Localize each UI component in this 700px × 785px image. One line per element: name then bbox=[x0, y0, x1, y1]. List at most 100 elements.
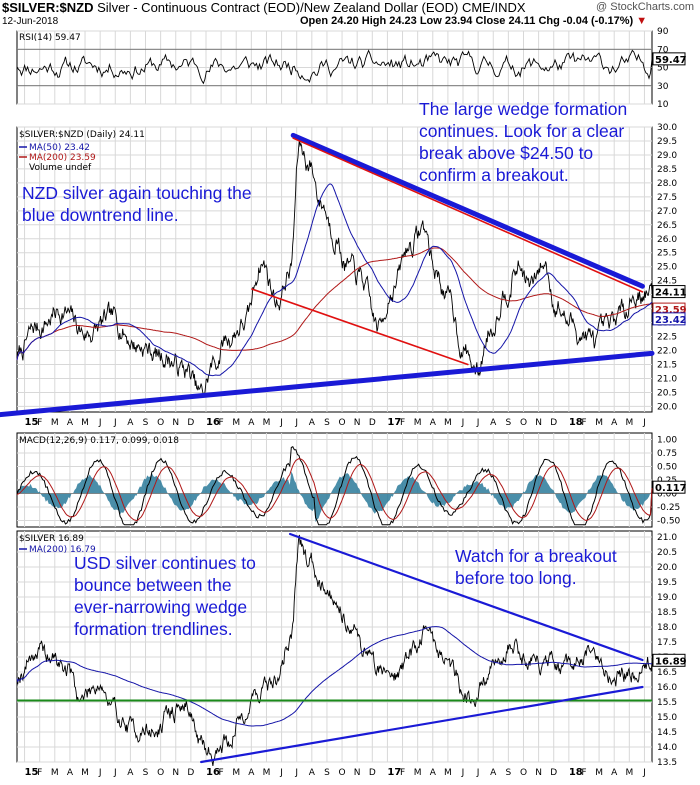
usd-title: $SILVER 16.89 bbox=[19, 534, 84, 544]
usd-y-tick: 19.0 bbox=[657, 593, 677, 603]
x-tick-label: S bbox=[506, 768, 512, 778]
x-tick-label: D bbox=[550, 418, 557, 428]
x-tick-label: F bbox=[37, 418, 42, 428]
x-tick-label: D bbox=[369, 418, 376, 428]
macd-signal-line bbox=[16, 458, 653, 522]
x-tick-label: F bbox=[219, 768, 224, 778]
x-tick-label: N bbox=[172, 768, 179, 778]
x-tick-label: O bbox=[339, 418, 346, 428]
x-tick-label: 17 bbox=[387, 767, 401, 778]
rsi-y-tick: 10 bbox=[657, 100, 669, 110]
annotation-line: before too long. bbox=[455, 568, 577, 588]
x-tick-label: J bbox=[294, 418, 298, 428]
x-tick-label: O bbox=[157, 418, 164, 428]
x-tick-label: M bbox=[81, 768, 89, 778]
main-y-tick: 29.5 bbox=[657, 137, 677, 147]
x-tick-label: S bbox=[143, 768, 149, 778]
usd-y-tick: 16.5 bbox=[657, 668, 677, 678]
x-tick-label: D bbox=[369, 768, 376, 778]
x-tick-label: S bbox=[143, 418, 149, 428]
x-tick-label: F bbox=[37, 768, 42, 778]
trendline-blue-downtrend bbox=[290, 132, 645, 289]
annotation-line: The large wedge formation bbox=[419, 99, 628, 119]
x-tick-label: M bbox=[263, 768, 271, 778]
x-tick-label: A bbox=[248, 418, 255, 428]
annotation-line: blue downtrend line. bbox=[22, 205, 179, 225]
usd-y-tick: 21.0 bbox=[657, 533, 677, 543]
symbol-description: Silver - Continuous Contract (EOD)/New Z… bbox=[97, 0, 526, 15]
brand-label: @ StockCharts.com bbox=[596, 1, 694, 13]
main-y-tick: 28.5 bbox=[657, 165, 677, 175]
x-tick-label: O bbox=[520, 768, 527, 778]
main-y-tick: 24.5 bbox=[657, 277, 677, 287]
x-tick-label: M bbox=[595, 768, 603, 778]
x-tick-label: N bbox=[354, 418, 361, 428]
main-y-tick: 28.0 bbox=[657, 179, 677, 189]
rsi-y-tick: 90 bbox=[657, 27, 669, 37]
rsi-label: RSI(14) 59.47 bbox=[19, 33, 81, 43]
annotation-line: NZD silver again touching the bbox=[22, 183, 252, 203]
main-y-tick: 26.0 bbox=[657, 235, 677, 245]
main-y-tick: 20.5 bbox=[657, 388, 677, 398]
x-tick-label: 18 bbox=[569, 767, 583, 778]
x-tick-label: A bbox=[309, 418, 316, 428]
x-tick-label: N bbox=[535, 768, 542, 778]
x-tick-label: 16 bbox=[206, 417, 220, 428]
main-y-tick: 20.0 bbox=[657, 402, 677, 412]
ohlc-values: Open 24.20 High 24.23 Low 23.94 Close 24… bbox=[300, 15, 634, 27]
ma200-last-label: 23.59 bbox=[655, 305, 687, 316]
x-tick-label: N bbox=[535, 418, 542, 428]
usd-last-label-box bbox=[652, 653, 686, 667]
usd-y-tick: 20.0 bbox=[657, 563, 677, 573]
x-tick-label: A bbox=[127, 418, 134, 428]
annotation-line: bounce between the bbox=[74, 575, 232, 595]
x-tick-label: J bbox=[476, 418, 480, 428]
usd-y-tick: 18.5 bbox=[657, 608, 677, 618]
usd-y-tick: 14.5 bbox=[657, 728, 677, 738]
x-tick-label: F bbox=[400, 418, 405, 428]
macd-y-tick: -0.25 bbox=[657, 503, 680, 513]
x-tick-label: M bbox=[414, 768, 422, 778]
x-tick-label: N bbox=[172, 418, 179, 428]
x-tick-label: A bbox=[611, 768, 618, 778]
x-tick-label: A bbox=[67, 418, 74, 428]
x-tick-label: M bbox=[263, 418, 271, 428]
main-y-tick: 22.5 bbox=[657, 333, 677, 343]
x-tick-label: J bbox=[461, 768, 465, 778]
annotation-line: ever-narrowing wedge bbox=[74, 597, 248, 617]
usd-ma200-line bbox=[16, 626, 652, 727]
price-last-label-box bbox=[652, 285, 686, 299]
x-tick-label: F bbox=[400, 768, 405, 778]
ma50-last-label: 23.42 bbox=[655, 315, 687, 326]
symbol-label: $SILVER:$NZD bbox=[2, 0, 94, 15]
x-tick-label: A bbox=[309, 768, 316, 778]
annotation-wedge: The large wedge formation continues. Loo… bbox=[419, 98, 627, 186]
macd-last-label-box bbox=[652, 480, 686, 494]
usd-last-label: 16.89 bbox=[655, 656, 687, 667]
macd-last-label: 0.117 bbox=[655, 483, 687, 494]
main-y-tick: 30.0 bbox=[657, 123, 677, 133]
x-tick-label: J bbox=[642, 768, 646, 778]
x-tick-label: M bbox=[625, 418, 633, 428]
usd-panel bbox=[16, 530, 653, 763]
volume-legend: Volume undef bbox=[29, 163, 92, 173]
ma50-line bbox=[16, 183, 653, 377]
annotation-nzd-touch: NZD silver again touching the blue downt… bbox=[22, 182, 252, 226]
x-tick-label: J bbox=[294, 768, 298, 778]
x-tick-label: M bbox=[625, 768, 633, 778]
date-label: 12-Jun-2018 bbox=[2, 16, 59, 27]
usd-trendline-blue-upper bbox=[288, 532, 644, 662]
trendline-blue-uptrend bbox=[0, 350, 655, 418]
x-tick-label: 16 bbox=[206, 767, 220, 778]
main-y-tick: 27.0 bbox=[657, 207, 677, 217]
x-tick-label: M bbox=[444, 768, 452, 778]
x-tick-label: J bbox=[461, 418, 465, 428]
annotation-line: continues. Look for a clear bbox=[419, 121, 625, 141]
ma50-last-label-box bbox=[652, 312, 686, 326]
rsi-y-tick: 70 bbox=[657, 45, 669, 55]
x-tick-label: J bbox=[642, 418, 646, 428]
macd-y-tick: 1.00 bbox=[657, 435, 677, 445]
x-tick-label: J bbox=[113, 768, 117, 778]
chart-title: $SILVER:$NZD Silver - Continuous Contrac… bbox=[2, 0, 526, 15]
